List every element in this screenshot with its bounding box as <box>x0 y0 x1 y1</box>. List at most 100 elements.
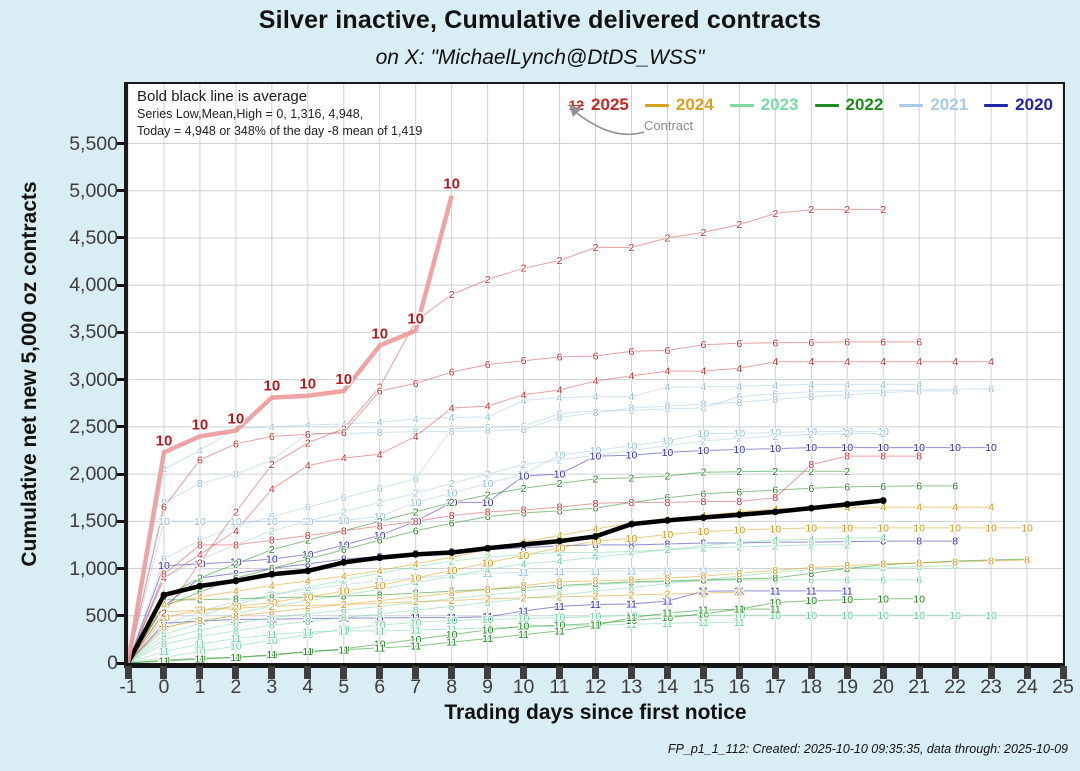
series-point-label: 10 <box>877 610 889 622</box>
series-point-label: 10 <box>374 511 386 523</box>
y-tick-label: 3,000 <box>69 368 118 391</box>
series-point-label: 8 <box>161 622 167 634</box>
series-point-label: 6 <box>557 505 563 517</box>
series-point-label: 4 <box>880 532 886 544</box>
series-point-label: 6 <box>916 336 922 348</box>
series-point-label: 4 <box>413 413 419 425</box>
series-point-label: 8 <box>808 562 814 574</box>
x-tick-label: 11 <box>549 676 570 698</box>
series-point-label: 11 <box>266 589 277 601</box>
series-point-label: 10 <box>338 643 350 655</box>
series-point-label: 10 <box>877 426 889 438</box>
series-point-label: 10 <box>734 428 746 440</box>
series-point-label: 6 <box>665 492 671 504</box>
average-point-dot <box>592 533 599 540</box>
series-point-label: 10 <box>518 621 530 633</box>
series-point-label: 8 <box>305 603 311 615</box>
series-point-label: 11 <box>698 565 709 577</box>
page-title: Silver inactive, Cumulative delivered co… <box>258 6 822 34</box>
series-point-label: 11 <box>338 613 349 625</box>
series-point-label: 10 <box>769 523 781 535</box>
series-point-label: 11 <box>266 614 277 626</box>
series-point-label: 2 <box>341 599 347 611</box>
series-point-label: 4 <box>161 599 167 611</box>
y-tick-mark <box>117 567 124 571</box>
series-point-label: 2 <box>700 436 706 448</box>
series-point-label: 8 <box>808 459 814 471</box>
series-point-label: 2 <box>593 473 599 485</box>
series-point-label: 6 <box>844 336 850 348</box>
series-point-label: 6 <box>233 618 239 630</box>
series-point-label: 11 <box>842 585 853 597</box>
series-point-label: 4 <box>485 564 491 576</box>
series-point-label: 8 <box>952 555 958 567</box>
series-point-label: 4 <box>197 445 203 457</box>
series-point-label: 10 <box>698 526 710 538</box>
series-point-label: 8 <box>161 601 167 613</box>
series-point-label: 11 <box>159 620 170 632</box>
series-point-label: 10 <box>194 646 206 658</box>
series-point-label: 8 <box>305 591 311 603</box>
series-point-label: 10 <box>698 428 710 440</box>
series-point-label: 11 <box>230 596 241 608</box>
series-point-label: 2 <box>413 506 419 518</box>
series-point-label: 10 <box>410 572 422 584</box>
series-point-label: 8 <box>449 426 455 438</box>
series-point-label: 4 <box>593 552 599 564</box>
series-point-label: 10 <box>410 617 422 629</box>
average-point-dot <box>771 508 779 516</box>
series-point-label: 10 <box>877 522 889 534</box>
series-point-label: 2 <box>736 466 742 478</box>
series-point-label: 2 <box>665 544 671 556</box>
series-line <box>128 455 920 663</box>
series-point-label: 2 <box>736 587 742 599</box>
series-point-label: 10 <box>590 451 602 463</box>
series-point-label: 8 <box>161 497 167 509</box>
series-point-label: 11 <box>626 598 637 610</box>
series-point-label: 6 <box>413 378 419 390</box>
x-tick-mark <box>987 666 995 679</box>
series-point-label: 6 <box>952 384 958 396</box>
series-point-label: 8 <box>233 539 239 551</box>
series-point-label: 10 <box>230 640 242 652</box>
series-line <box>128 579 920 663</box>
series-point-label: 10 <box>194 558 206 570</box>
series-point-label: 6 <box>233 521 239 533</box>
series-point-label: 2 <box>269 459 275 471</box>
series-point-label: 4 <box>197 591 203 603</box>
series-point-label: 6 <box>305 554 311 566</box>
y-tick-label: 4,000 <box>69 274 118 297</box>
series-point-label: 2 <box>413 487 419 499</box>
series-point-label: 6 <box>916 385 922 397</box>
series-point-label: 2 <box>808 204 814 216</box>
y-tick-mark <box>117 189 124 193</box>
series-point-label: 10 <box>302 516 314 528</box>
series-point-label: 8 <box>305 558 311 570</box>
series-point-label: 11 <box>410 640 421 652</box>
series-point-label: 10 <box>338 539 350 551</box>
series-point-label: 8 <box>449 588 455 600</box>
series-point-label: 8 <box>341 428 347 440</box>
x-tick-label: 19 <box>836 676 859 698</box>
series-point-label: 10 <box>482 557 494 569</box>
x-tick-mark <box>735 666 743 679</box>
series-point-label: 4 <box>988 356 994 368</box>
series-point-label: 6 <box>377 601 383 613</box>
average-point-dot <box>376 554 384 562</box>
series-point-label: 6 <box>557 408 563 420</box>
contract-annotation-arrow <box>569 104 645 136</box>
series-point-label: 6 <box>449 367 455 379</box>
series-point-label: 8 <box>233 593 239 605</box>
x-tick-mark <box>915 666 923 679</box>
series-point-label: 11 <box>518 622 529 634</box>
notes-line-average: Bold black line is average <box>137 88 308 105</box>
series-point-label: 2 <box>341 506 347 518</box>
series-point-label: 6 <box>700 575 706 587</box>
series-point-label: 8 <box>557 589 563 601</box>
series-point-label: 6 <box>557 582 563 594</box>
series-point-label: 8 <box>413 591 419 603</box>
series-point-label: 8 <box>1024 554 1030 566</box>
series-point-label: 8 <box>233 568 239 580</box>
series-point-label: 11 <box>230 614 241 626</box>
